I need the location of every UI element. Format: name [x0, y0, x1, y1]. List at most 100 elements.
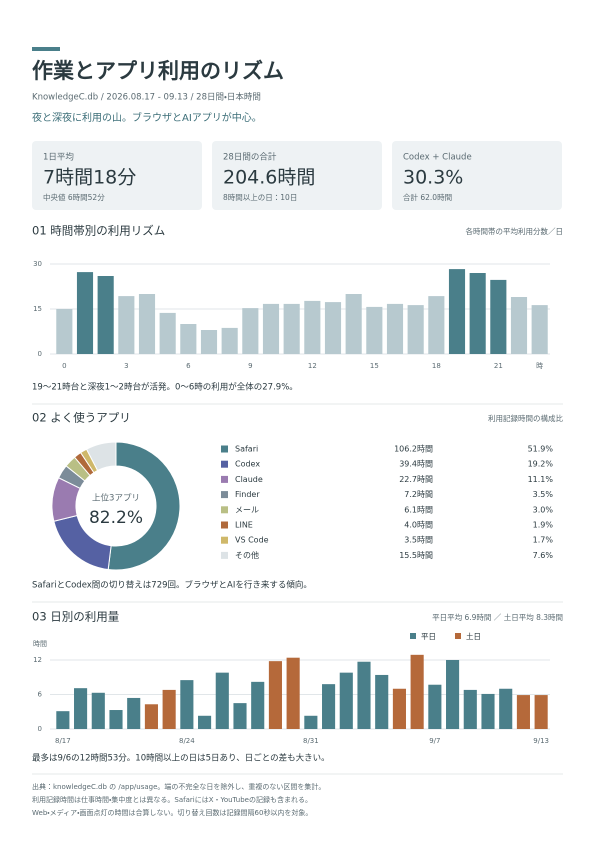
- y-tick-label: 12: [33, 656, 42, 664]
- bar: [375, 674, 389, 729]
- donut-center-value: 82.2%: [89, 508, 143, 528]
- bar: [76, 272, 94, 354]
- x-tick-label: 15: [370, 362, 379, 370]
- legend-swatch: [410, 633, 416, 639]
- legend-swatch: [221, 445, 228, 453]
- legend-swatch: [455, 633, 461, 639]
- legend-swatch: [221, 521, 228, 529]
- bar: [127, 697, 141, 729]
- value-label: 106.2時間: [394, 445, 433, 454]
- share-label: 11.1%: [528, 475, 554, 484]
- bar: [463, 689, 477, 729]
- bar: [138, 294, 156, 354]
- section-note: 利用記録時間の構成比: [488, 413, 563, 423]
- bar: [180, 324, 197, 354]
- section-note: 各時間帯の平均利用分数／日: [466, 226, 564, 236]
- share-label: 1.9%: [533, 521, 554, 530]
- section-title: 01 時間帯別の利用リズム: [32, 224, 165, 238]
- meta: KnowledgeC.db / 2026.08.17 - 09.13 / 28日…: [32, 92, 261, 103]
- bar: [446, 660, 460, 729]
- bar: [534, 695, 548, 729]
- bar: [407, 305, 424, 354]
- bar: [159, 312, 176, 354]
- x-tick-label: 6: [186, 362, 191, 370]
- value-label: 7.2時間: [404, 490, 433, 499]
- legend-swatch: [221, 536, 228, 544]
- x-tick-label: 0: [62, 362, 66, 370]
- bar: [221, 327, 238, 354]
- bar: [144, 704, 158, 729]
- x-tick-label: 8/31: [303, 737, 319, 745]
- footnote: Web・メディア・画面点灯の時間は合算しない。切り替え回数は記録間隔60秒以内を…: [32, 808, 312, 817]
- accent-bar: [32, 47, 60, 51]
- share-label: 51.9%: [528, 445, 554, 454]
- bar: [268, 661, 282, 729]
- y-tick-label: 30: [33, 260, 42, 268]
- bar: [469, 273, 486, 354]
- x-tick-label: 21: [494, 362, 503, 370]
- legend-swatch: [221, 506, 228, 514]
- bar: [262, 303, 280, 354]
- legend-label: メール: [235, 505, 259, 514]
- bar: [56, 309, 73, 354]
- value-label: 22.7時間: [399, 475, 433, 484]
- bar: [366, 306, 383, 354]
- kpi-card: 28日間の合計 204.6時間 8時間以上の日：10日: [212, 141, 382, 210]
- bar: [324, 302, 342, 354]
- bar: [180, 680, 194, 729]
- bar: [410, 654, 424, 729]
- bar: [56, 711, 70, 729]
- kpi-note: 中央値 6時間52分: [43, 192, 105, 202]
- value-label: 4.0時間: [404, 521, 433, 530]
- legend-label: Claude: [235, 475, 263, 484]
- bar: [251, 681, 265, 729]
- share-label: 19.2%: [528, 460, 554, 469]
- x-tick-label: 9: [248, 362, 252, 370]
- bar: [428, 296, 445, 354]
- bar: [162, 689, 176, 729]
- bar: [428, 684, 442, 729]
- legend-label: Codex: [235, 460, 260, 469]
- legend-label: LINE: [235, 521, 253, 530]
- bar: [386, 303, 404, 354]
- share-label: 1.7%: [533, 536, 554, 545]
- bar: [357, 661, 371, 729]
- title: 作業とアプリ利用のリズム: [32, 59, 284, 83]
- bar: [198, 715, 212, 729]
- bar: [242, 308, 259, 354]
- bar: [74, 688, 88, 729]
- x-tick-label: 8/24: [179, 737, 195, 745]
- kpi-card: Codex + Claude 30.3% 合計 62.0時間: [392, 141, 562, 210]
- bar: [283, 303, 300, 354]
- y-tick-label: 0: [38, 725, 42, 733]
- kpi-label: 28日間の合計: [223, 152, 277, 163]
- kpi-value: 7時間18分: [43, 167, 136, 189]
- x-tick-label: 3: [124, 362, 128, 370]
- share-label: 7.6%: [533, 551, 554, 560]
- bar: [499, 688, 513, 729]
- bar: [531, 305, 548, 354]
- bar: [322, 684, 336, 729]
- caption: SafariとCodex間の切り替えは729回。ブラウザとAIを行き来する傾向。: [32, 580, 312, 591]
- kpi-label: Codex + Claude: [403, 153, 472, 163]
- section-title: 02 よく使うアプリ: [32, 411, 131, 425]
- donut-slice: [85, 441, 117, 472]
- bar: [200, 330, 218, 354]
- share-label: 3.0%: [533, 505, 554, 514]
- legend-swatch: [221, 551, 228, 559]
- value-label: 15.5時間: [399, 551, 433, 560]
- legend-label: VS Code: [235, 536, 269, 545]
- x-tick-label: 9/7: [429, 737, 440, 745]
- bar: [481, 693, 495, 729]
- card-bg: [212, 141, 382, 210]
- x-tick-label: 18: [432, 362, 441, 370]
- kpi-value: 30.3%: [403, 167, 463, 189]
- kpi-card: 1日平均 7時間18分 中央値 6時間52分: [32, 141, 202, 210]
- lead: 夜と深夜に利用の山。ブラウザとAIアプリが中心。: [32, 111, 262, 124]
- bar: [233, 703, 247, 729]
- bar: [490, 279, 507, 354]
- card-bg: [32, 141, 202, 210]
- bar: [118, 296, 135, 354]
- kpi-note: 8時間以上の日：10日: [223, 193, 297, 202]
